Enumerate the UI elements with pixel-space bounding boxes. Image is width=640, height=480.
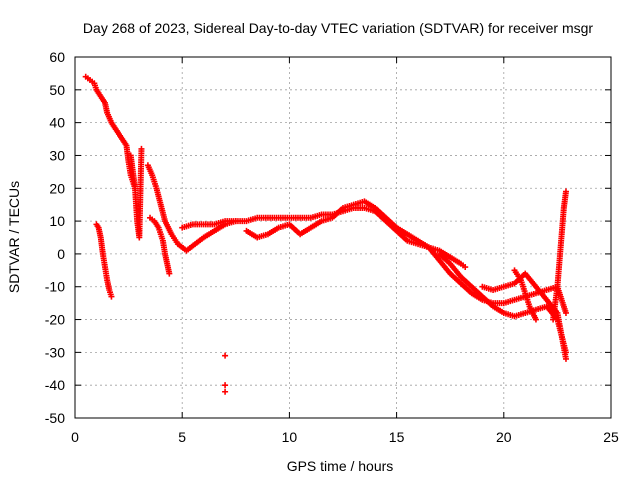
- x-tick-label: 10: [282, 429, 298, 445]
- y-tick-label: 60: [49, 49, 65, 65]
- y-tick-label: -30: [45, 344, 65, 360]
- data-point: [138, 145, 145, 152]
- data-point: [166, 270, 173, 277]
- plot-frame: [74, 56, 612, 419]
- grid-lines: [75, 57, 611, 418]
- series-track-3: [179, 204, 469, 271]
- data-point: [562, 188, 569, 195]
- series-main-decline: [82, 73, 139, 192]
- series-mid-spikes: [127, 145, 145, 241]
- y-tick-label: 40: [49, 115, 65, 131]
- data-point: [222, 388, 229, 395]
- data-point: [462, 264, 469, 271]
- chart-title: Day 268 of 2023, Sidereal Day-to-day VTE…: [83, 20, 593, 36]
- axis-ticks: [74, 56, 612, 419]
- y-tick-label: 30: [49, 147, 65, 163]
- series-early-drop: [93, 221, 115, 300]
- series-track-2: [147, 214, 173, 277]
- y-tick-label: -50: [45, 410, 65, 426]
- series-late-rise: [550, 188, 569, 323]
- series-track-1: [144, 162, 239, 254]
- data-points: [82, 73, 569, 395]
- data-point: [108, 293, 115, 300]
- y-tick-label: 50: [49, 82, 65, 98]
- series-track-4: [243, 198, 432, 251]
- y-tick-label: 20: [49, 180, 65, 196]
- x-tick-label: 20: [496, 429, 512, 445]
- y-tick-label: -10: [45, 279, 65, 295]
- y-axis-title: SDTVAR / TECUs: [6, 181, 22, 293]
- y-tick-label: -40: [45, 377, 65, 393]
- y-tick-label: 10: [49, 213, 65, 229]
- data-point: [532, 316, 539, 323]
- data-point: [562, 309, 569, 316]
- series-mid-dip: [511, 267, 539, 323]
- y-tick-labels: -50 -40 -30 -20 -10 0 10 20 30 40 50 60: [45, 49, 65, 426]
- y-tick-label: 0: [57, 246, 65, 262]
- x-tick-label: 15: [389, 429, 405, 445]
- x-axis-title: GPS time / hours: [287, 458, 394, 474]
- data-point: [562, 355, 569, 362]
- x-tick-label: 5: [178, 429, 186, 445]
- x-tick-label: 0: [71, 429, 79, 445]
- x-tick-label: 25: [603, 429, 619, 445]
- data-point: [222, 382, 229, 389]
- series-outliers: [222, 352, 229, 395]
- y-tick-label: -20: [45, 312, 65, 328]
- data-point: [222, 352, 229, 359]
- x-tick-labels: 0 5 10 15 20 25: [71, 429, 619, 445]
